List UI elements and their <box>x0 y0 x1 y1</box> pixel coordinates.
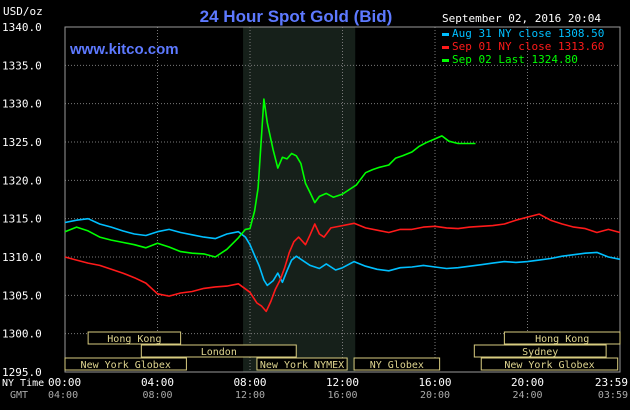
x-tick-label-ny: 08:00 <box>233 376 266 389</box>
chart-title: 24 Hour Spot Gold (Bid) <box>200 7 393 26</box>
ny-session-highlight <box>243 27 356 372</box>
series-line-0 <box>64 217 621 287</box>
x-tick-label-ny: 04:00 <box>141 376 174 389</box>
series-lines <box>64 98 621 313</box>
x-tick-label-gmt: 03:59 <box>598 390 628 401</box>
session-bar <box>353 357 441 371</box>
chart-date: September 02, 2016 20:04 <box>442 12 601 25</box>
legend-entry: Sep 01 NY close 1313.60 <box>452 40 604 53</box>
session-label: London <box>201 347 237 358</box>
y-tick-label: 1330.0 <box>2 98 42 111</box>
series-line-1 <box>64 213 621 313</box>
x-tick-label-ny: 00:00 <box>48 376 81 389</box>
session-bar <box>256 357 348 371</box>
session-bar <box>473 344 607 358</box>
y-tick-label: 1310.0 <box>2 251 42 264</box>
session-label: Hong Kong <box>535 334 589 345</box>
x-tick-label-ny: 12:00 <box>326 376 359 389</box>
x-axis-ny-label: NY Time <box>2 378 44 389</box>
session-bar <box>503 331 621 345</box>
session-bar <box>480 357 619 371</box>
session-label: Hong Kong <box>107 334 161 345</box>
session-label: Sydney <box>522 347 558 358</box>
trading-sessions: Hong Kong London New York Globex New York N… <box>64 331 621 371</box>
y-tick-label: 1295.0 <box>2 366 42 379</box>
session-bar <box>87 331 182 345</box>
x-tick-label-ny: 23:59 <box>595 376 628 389</box>
x-tick-label-gmt: 04:00 <box>48 390 78 401</box>
y-tick-label: 1320.0 <box>2 174 42 187</box>
x-tick-label-gmt: 08:00 <box>142 390 172 401</box>
session-label: New York Globex <box>81 360 171 371</box>
x-tick-label-ny: 20:00 <box>511 376 544 389</box>
y-tick-label: 1305.0 <box>2 289 42 302</box>
x-tick-label-gmt: 20:00 <box>420 390 450 401</box>
y-tick-label: 1335.0 <box>2 59 42 72</box>
legend-entry: Aug 31 NY close 1308.50 <box>452 27 604 40</box>
plot-frame <box>64 26 621 373</box>
legend-swatch <box>442 59 449 62</box>
session-label: New York Globex <box>504 360 594 371</box>
session-label: NY Globex <box>370 360 424 371</box>
x-tick-label-ny: 16:00 <box>418 376 451 389</box>
watermark: www.kitco.com <box>69 41 179 58</box>
x-axis-gmt-label: GMT <box>10 390 28 401</box>
x-tick-label-gmt: 16:00 <box>327 390 357 401</box>
y-tick-label: 1300.0 <box>2 328 42 341</box>
session-label: New York NYMEX <box>260 360 344 371</box>
x-tick-label-gmt: 12:00 <box>235 390 265 401</box>
session-bar <box>140 344 297 358</box>
legend-entry: Sep 02 Last 1324.80 <box>452 53 578 66</box>
y-tick-label: 1340.0 <box>2 21 42 34</box>
legend-swatch <box>442 46 449 49</box>
x-tick-label-gmt: 24:00 <box>512 390 542 401</box>
y-axis-unit: USD/oz <box>3 5 43 18</box>
y-tick-label: 1315.0 <box>2 213 42 226</box>
y-tick-labels: 1340.0 1335.0 1330.0 1325.0 1320.0 1315.0 1310… <box>2 21 42 379</box>
session-bar <box>64 357 187 371</box>
legend-swatch <box>442 33 449 36</box>
x-tick-labels: 00:0004:0004:0008:0008:0012:0012:0016:00… <box>48 376 628 401</box>
y-tick-label: 1325.0 <box>2 136 42 149</box>
series-line-2 <box>64 98 476 258</box>
